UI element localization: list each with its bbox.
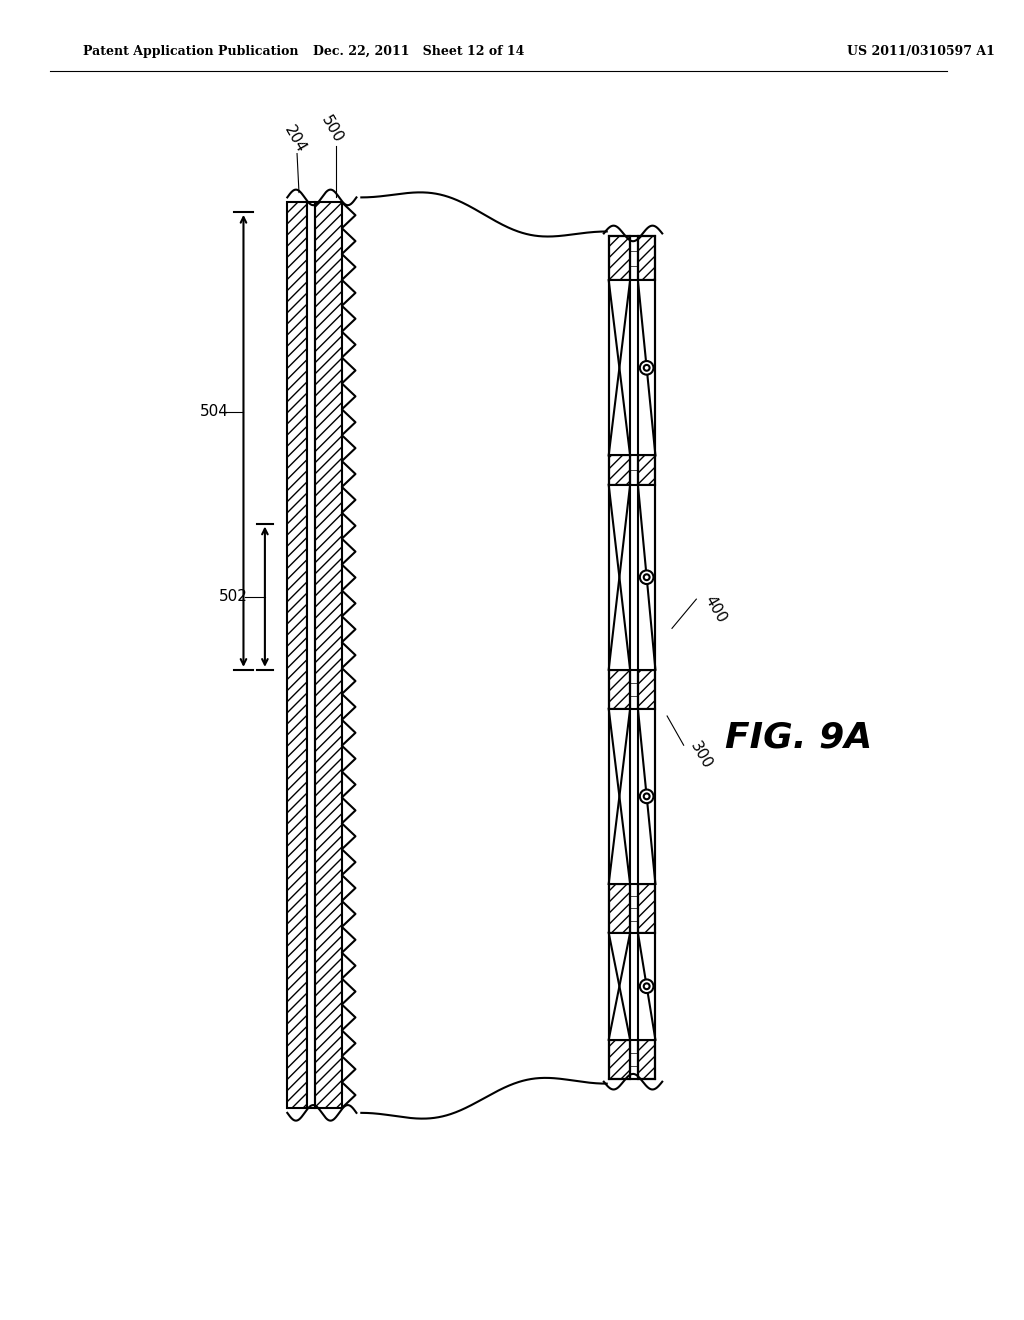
Text: 504: 504 [200,404,228,420]
Bar [608,884,630,933]
Bar [314,202,342,1107]
Bar [608,1040,630,1078]
Circle shape [640,979,653,993]
Circle shape [644,364,649,371]
Text: 500: 500 [318,114,346,145]
Circle shape [640,360,653,375]
Bar [608,1040,630,1078]
Text: Dec. 22, 2011   Sheet 12 of 14: Dec. 22, 2011 Sheet 12 of 14 [313,45,524,58]
Bar [307,202,314,1107]
Bar [630,669,638,709]
Bar [638,236,655,280]
Polygon shape [608,933,630,1040]
Bar [638,884,655,933]
Circle shape [644,793,649,800]
Text: 400: 400 [702,593,729,626]
Polygon shape [638,484,655,669]
Text: 204: 204 [282,123,309,156]
Bar [638,236,655,280]
Bar [630,1040,638,1078]
Bar [638,1040,655,1078]
Text: Patent Application Publication: Patent Application Publication [83,45,298,58]
Bar [630,236,638,280]
Circle shape [640,789,653,803]
Bar [638,1040,655,1078]
Polygon shape [608,709,630,884]
Polygon shape [638,933,655,1040]
Bar [638,455,655,484]
Text: 502: 502 [219,589,248,605]
Text: FIG. 9A: FIG. 9A [725,721,872,755]
Bar [608,669,630,709]
Circle shape [640,570,653,583]
Bar [638,884,655,933]
Bar [288,202,307,1107]
Bar [608,884,630,933]
Bar [638,455,655,484]
Text: US 2011/0310597 A1: US 2011/0310597 A1 [847,45,995,58]
Bar [608,236,630,280]
Bar [630,884,638,933]
Polygon shape [638,280,655,455]
Polygon shape [638,709,655,884]
Polygon shape [608,280,630,455]
Bar [608,455,630,484]
Bar [608,669,630,709]
Polygon shape [608,484,630,669]
Circle shape [644,574,649,581]
Bar [638,669,655,709]
Bar [288,202,307,1107]
Bar [314,202,342,1107]
Circle shape [644,983,649,989]
Bar [608,236,630,280]
Bar [638,669,655,709]
Bar [608,455,630,484]
Bar [630,455,638,484]
Text: 300: 300 [687,739,715,771]
